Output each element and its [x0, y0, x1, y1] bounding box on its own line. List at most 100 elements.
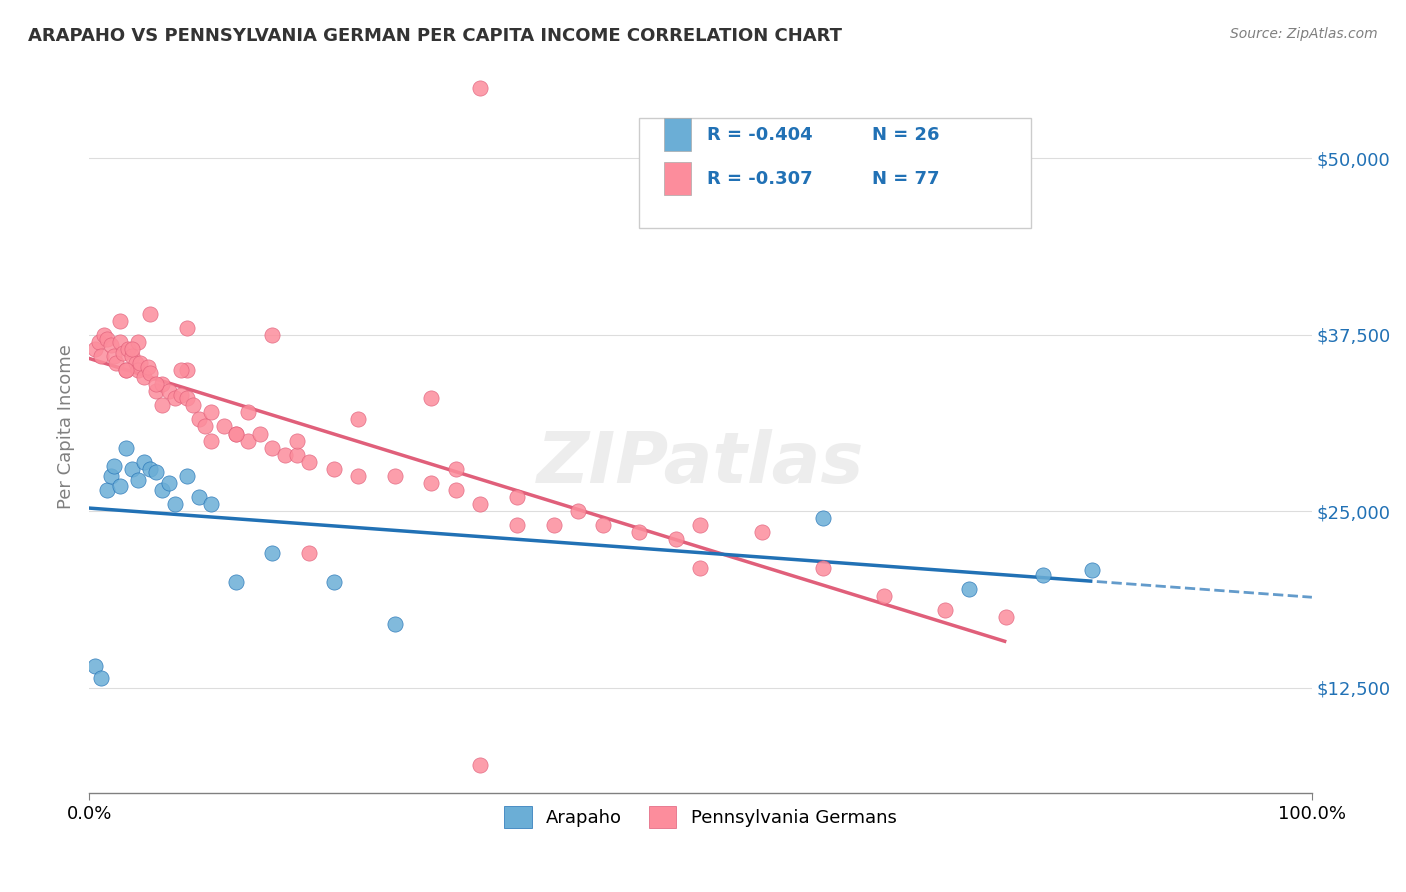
Point — [188, 490, 211, 504]
Point — [121, 349, 143, 363]
Point — [96, 483, 118, 497]
Point — [995, 610, 1018, 624]
Point — [384, 617, 406, 632]
Point — [157, 384, 180, 399]
Point — [103, 349, 125, 363]
Point — [285, 448, 308, 462]
Point — [90, 671, 112, 685]
Point — [285, 434, 308, 448]
Point — [322, 574, 344, 589]
Point — [100, 337, 122, 351]
Point — [145, 377, 167, 392]
Point — [262, 546, 284, 560]
Point — [200, 405, 222, 419]
Point — [104, 356, 127, 370]
Point — [132, 370, 155, 384]
Point — [100, 468, 122, 483]
Point — [262, 327, 284, 342]
Point — [108, 334, 131, 349]
Point — [470, 80, 492, 95]
Text: R = -0.404: R = -0.404 — [707, 126, 813, 145]
Point — [420, 391, 443, 405]
Point — [152, 377, 174, 392]
Point — [236, 405, 259, 419]
Point — [145, 465, 167, 479]
FancyBboxPatch shape — [664, 162, 690, 195]
Point — [567, 504, 589, 518]
Point — [139, 307, 162, 321]
Point — [470, 497, 492, 511]
Point — [127, 334, 149, 349]
Point — [152, 398, 174, 412]
Point — [444, 462, 467, 476]
Point — [959, 582, 981, 596]
Point — [176, 320, 198, 334]
Point — [322, 462, 344, 476]
Point — [200, 434, 222, 448]
Point — [200, 497, 222, 511]
Point — [127, 363, 149, 377]
Y-axis label: Per Capita Income: Per Capita Income — [58, 344, 75, 509]
Point — [170, 388, 193, 402]
Point — [157, 475, 180, 490]
Point — [543, 518, 565, 533]
Point — [163, 391, 186, 405]
Point — [176, 468, 198, 483]
Point — [114, 363, 136, 377]
Text: ZIPatlas: ZIPatlas — [537, 429, 865, 498]
Point — [176, 363, 198, 377]
Point — [811, 560, 834, 574]
Point — [298, 455, 321, 469]
Point — [628, 525, 651, 540]
Point — [136, 360, 159, 375]
Point — [181, 398, 204, 412]
Text: R = -0.307: R = -0.307 — [707, 170, 813, 188]
Legend: Arapaho, Pennsylvania Germans: Arapaho, Pennsylvania Germans — [498, 799, 904, 836]
Point — [194, 419, 217, 434]
Point — [84, 659, 107, 673]
Point — [188, 412, 211, 426]
Point — [93, 327, 115, 342]
Point — [262, 441, 284, 455]
Point — [592, 518, 614, 533]
Point — [163, 497, 186, 511]
Text: Source: ZipAtlas.com: Source: ZipAtlas.com — [1230, 27, 1378, 41]
Point — [87, 334, 110, 349]
Point — [121, 462, 143, 476]
Point — [873, 589, 896, 603]
Point — [108, 479, 131, 493]
Point — [420, 475, 443, 490]
Point — [152, 483, 174, 497]
Point — [127, 473, 149, 487]
Point — [114, 363, 136, 377]
Point — [751, 525, 773, 540]
Point — [1081, 563, 1104, 577]
Point — [112, 346, 135, 360]
Point — [114, 441, 136, 455]
Point — [298, 546, 321, 560]
Text: N = 77: N = 77 — [872, 170, 939, 188]
Point — [129, 356, 152, 370]
Point — [84, 342, 107, 356]
Point — [212, 419, 235, 434]
Point — [506, 490, 529, 504]
Point — [689, 518, 711, 533]
Point — [1032, 567, 1054, 582]
Point — [225, 574, 247, 589]
Point — [96, 332, 118, 346]
Point — [117, 342, 139, 356]
Point — [665, 533, 688, 547]
Point — [811, 511, 834, 525]
Point — [444, 483, 467, 497]
Point — [225, 426, 247, 441]
Point — [139, 366, 162, 380]
Point — [132, 455, 155, 469]
Point — [176, 391, 198, 405]
Point — [347, 412, 370, 426]
Text: N = 26: N = 26 — [872, 126, 939, 145]
Point — [274, 448, 297, 462]
Point — [384, 468, 406, 483]
Point — [506, 518, 529, 533]
Point — [225, 426, 247, 441]
Point — [103, 458, 125, 473]
